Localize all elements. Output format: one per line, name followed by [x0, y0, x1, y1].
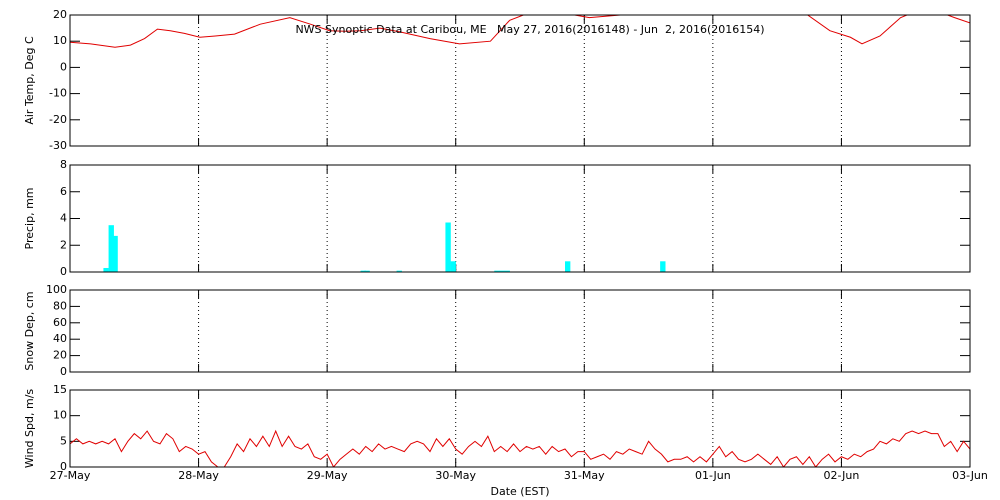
bar — [494, 270, 500, 272]
x-tick-label: 30-May — [435, 469, 476, 482]
y-axis-label: Precip, mm — [23, 188, 36, 250]
y-tick-label: 4 — [60, 212, 67, 225]
bar — [450, 261, 456, 272]
y-tick-label: 0 — [60, 265, 67, 278]
plot-frame — [69, 164, 971, 273]
y-tick-label: -20 — [49, 113, 67, 126]
x-axis-label: Date (EST) — [490, 485, 549, 498]
x-tick-label: 03-Jun — [952, 469, 988, 482]
x-tick-label: 29-May — [307, 469, 348, 482]
x-tick-label: 02-Jun — [824, 469, 860, 482]
x-tick-label: 28-May — [178, 469, 219, 482]
y-tick-label: 10 — [53, 34, 67, 47]
bar — [445, 222, 451, 272]
bar — [108, 225, 114, 272]
plot-frame — [69, 14, 971, 147]
x-tick-label: 01-Jun — [695, 469, 731, 482]
line — [70, 15, 970, 48]
bar — [565, 261, 571, 272]
y-tick-label: -10 — [49, 87, 67, 100]
plot-area — [103, 222, 666, 272]
bar — [112, 235, 118, 272]
y-tick-label: 0 — [60, 365, 67, 378]
bar — [396, 270, 402, 272]
line — [70, 429, 970, 467]
y-tick-label: 40 — [53, 332, 67, 345]
bar — [504, 270, 510, 272]
y-tick-label: 80 — [53, 299, 67, 312]
y-tick-label: 15 — [53, 383, 67, 396]
y-tick-label: 6 — [60, 185, 67, 198]
plot-frame — [69, 389, 971, 468]
y-axis-label: Snow Dep, cm — [23, 291, 36, 370]
x-tick-label: 31-May — [564, 469, 605, 482]
plot-area — [70, 429, 970, 467]
y-tick-label: 20 — [53, 8, 67, 21]
y-tick-label: 10 — [53, 409, 67, 422]
y-tick-label: 100 — [46, 283, 67, 296]
bar — [360, 270, 366, 272]
plot-frame — [69, 289, 971, 373]
bar — [499, 270, 505, 272]
bar — [103, 267, 109, 272]
bar — [364, 270, 370, 272]
y-tick-label: 60 — [53, 316, 67, 329]
chart-title: NWS Synoptic Data at Caribou, ME May 27,… — [295, 23, 764, 36]
y-tick-label: 8 — [60, 158, 67, 171]
y-tick-label: 2 — [60, 238, 67, 251]
y-tick-label: 0 — [60, 460, 67, 473]
plot-area — [70, 15, 970, 48]
y-tick-label: -30 — [49, 139, 67, 152]
y-tick-label: 20 — [53, 349, 67, 362]
y-tick-label: 5 — [60, 434, 67, 447]
y-axis-label: Wind Spd, m/s — [23, 389, 36, 469]
y-tick-label: 0 — [60, 60, 67, 73]
x-tick-label: 27-May — [50, 469, 91, 482]
bar — [660, 261, 666, 272]
y-axis-label: Air Temp, Deg C — [23, 36, 36, 125]
